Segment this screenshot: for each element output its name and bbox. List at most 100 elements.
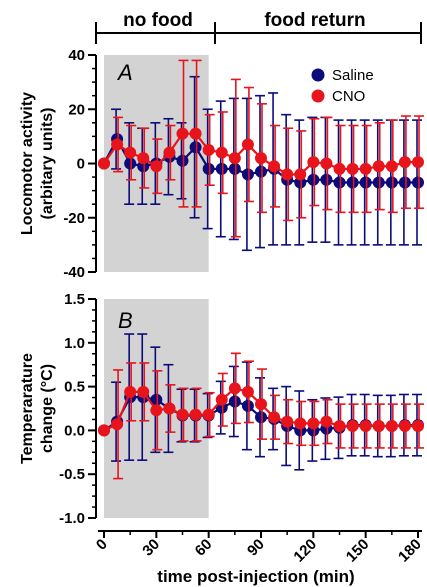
x-tick-label: 90 [244, 536, 268, 560]
data-point [255, 152, 267, 165]
data-point [307, 173, 320, 186]
data-point [281, 415, 294, 428]
data-point [398, 176, 411, 189]
data-point [98, 157, 110, 170]
data-point [202, 143, 215, 156]
data-point [281, 168, 294, 181]
series-saline [98, 75, 424, 252]
x-axis-tick-labels: 0 30 60 90 120 150 180 [93, 530, 425, 566]
data-point [215, 146, 228, 159]
data-point [294, 417, 307, 430]
data-point [241, 138, 254, 151]
data-point [333, 162, 346, 175]
x-tick-label: 150 [343, 536, 373, 566]
y-tick-label: -1.0 [59, 510, 85, 527]
food-return-label: food return [264, 10, 365, 31]
data-point [307, 417, 320, 430]
data-point [124, 146, 137, 159]
data-point [398, 156, 411, 169]
data-point [320, 173, 333, 186]
data-point [372, 160, 385, 173]
data-point [385, 160, 398, 173]
y-tick-label: 40 [68, 47, 85, 64]
series-cno [98, 59, 424, 238]
data-point [372, 420, 385, 433]
data-point [228, 395, 241, 408]
data-point [202, 408, 215, 421]
y-tick-label: 1.5 [64, 291, 85, 308]
y-tick-label: 0 [77, 156, 85, 173]
data-point [228, 382, 241, 395]
data-point [333, 176, 346, 189]
data-point [176, 154, 189, 167]
data-point [333, 420, 346, 433]
data-point [241, 385, 254, 398]
data-point [412, 420, 424, 433]
y-axis-title: Temperarature [19, 353, 36, 464]
data-point [111, 418, 124, 431]
legend-marker [311, 89, 325, 103]
data-point [320, 157, 333, 170]
data-point [359, 420, 372, 433]
condition-bracket: no food food return [95, 10, 422, 44]
data-point [372, 176, 385, 189]
data-point [255, 411, 267, 424]
data-point [163, 146, 176, 159]
data-point [150, 404, 163, 417]
y-tick-label: 20 [68, 101, 85, 118]
data-point [176, 127, 189, 140]
y-tick-label: -20 [63, 210, 85, 227]
data-point [150, 393, 163, 406]
data-point [228, 152, 241, 165]
data-point [202, 162, 215, 175]
panel-label: B [118, 308, 133, 333]
x-tick-label: 120 [290, 536, 320, 566]
data-point [255, 165, 267, 178]
legend: Saline CNO [311, 67, 374, 105]
data-point [412, 156, 424, 169]
data-point [176, 408, 189, 421]
data-point [189, 127, 202, 140]
data-point [346, 420, 359, 433]
y-tick-label: 1.0 [64, 335, 85, 352]
legend-label: Saline [332, 67, 374, 84]
data-point [189, 408, 202, 421]
x-tick-label: 180 [395, 536, 425, 566]
y-axis-title: (arbitary units) [39, 107, 56, 219]
data-point [241, 168, 254, 181]
legend-marker [311, 68, 325, 82]
y-tick-label: -40 [63, 264, 85, 281]
panel-b-temperature-chart: 1.5 1.0 0.5 0.0 -0.5 -1.0 Temperarature change … [19, 291, 424, 527]
data-point [124, 385, 137, 398]
data-point [268, 411, 281, 424]
data-point [163, 402, 176, 415]
x-tick-label: 0 [93, 536, 111, 554]
data-point [398, 420, 411, 433]
data-point [189, 141, 202, 154]
data-point [228, 162, 241, 175]
data-point [359, 176, 372, 189]
data-point [359, 162, 372, 175]
y-axis-title: Locomotor activity [19, 92, 36, 235]
data-point [98, 424, 110, 437]
data-point [241, 399, 254, 412]
y-tick-label: 0.5 [64, 379, 85, 396]
data-point [137, 385, 150, 398]
series-cno [98, 352, 424, 480]
panel-a-locomotor-chart: 40 20 0 -20 -40 Locomotor activity (arbitary u… [19, 47, 424, 281]
data-point [385, 420, 398, 433]
data-point [412, 176, 424, 189]
panel-label: A [116, 60, 133, 85]
data-point [346, 176, 359, 189]
y-tick-label: 0.0 [64, 422, 85, 439]
no-food-label: no food [123, 10, 193, 31]
data-point [346, 162, 359, 175]
data-point [307, 156, 320, 169]
data-point [111, 138, 124, 151]
y-tick-label: -0.5 [59, 466, 85, 483]
data-point [268, 160, 281, 173]
data-point [215, 393, 228, 406]
data-point [215, 162, 228, 175]
x-axis-title: time post-injection (min) [157, 567, 354, 586]
